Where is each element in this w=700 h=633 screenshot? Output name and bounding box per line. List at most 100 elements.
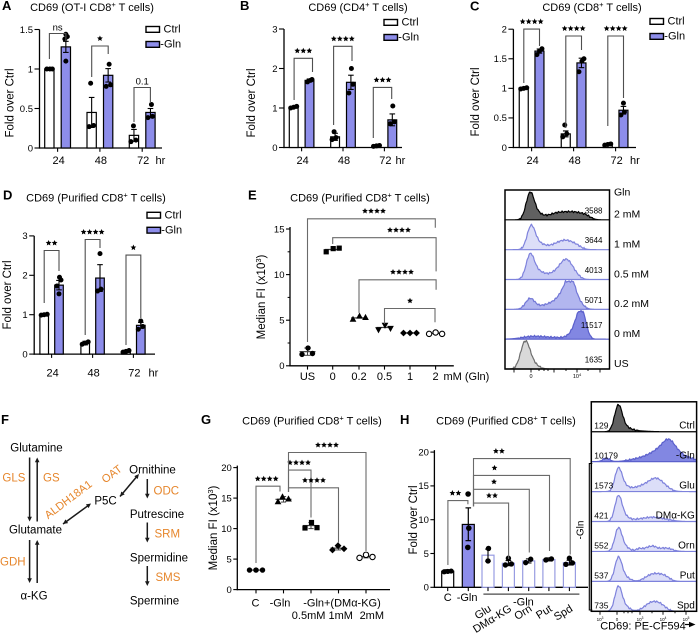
- svg-text:Put: Put: [680, 570, 695, 581]
- svg-text:α-KG: α-KG: [20, 591, 47, 603]
- svg-text:Ctrl: Ctrl: [402, 17, 419, 29]
- svg-text:1 mM: 1 mM: [614, 238, 640, 250]
- svg-text:24: 24: [296, 155, 308, 167]
- svg-text:15: 15: [221, 493, 232, 504]
- svg-text:CD69 (OT-I CD8+ T cells): CD69 (OT-I CD8+ T cells): [30, 0, 154, 14]
- svg-text:hr: hr: [149, 368, 159, 380]
- svg-text:1: 1: [502, 84, 507, 95]
- svg-text:129: 129: [594, 421, 608, 431]
- svg-text:CD69 (Purified CD8+ T cells): CD69 (Purified CD8+ T cells): [26, 191, 166, 205]
- svg-text:4013: 4013: [585, 266, 603, 275]
- svg-text:-Gln: -Gln: [457, 592, 478, 604]
- svg-text:1: 1: [28, 64, 33, 75]
- svg-text:20: 20: [221, 463, 232, 474]
- svg-text:105: 105: [683, 616, 690, 622]
- svg-text:SRM: SRM: [155, 529, 181, 541]
- svg-text:104: 104: [573, 372, 582, 380]
- svg-text:72: 72: [379, 155, 391, 167]
- svg-text:Glutamine: Glutamine: [10, 443, 62, 455]
- svg-text:C: C: [470, 0, 480, 13]
- svg-text:CD69: PE-CF594: CD69: PE-CF594: [600, 621, 686, 633]
- svg-text:0: 0: [330, 371, 336, 383]
- svg-text:2: 2: [272, 64, 277, 75]
- svg-text:CD69 (CD8+ T cells): CD69 (CD8+ T cells): [542, 0, 641, 14]
- svg-text:24: 24: [46, 368, 58, 380]
- svg-text:5: 5: [227, 554, 232, 565]
- svg-text:10: 10: [418, 515, 429, 526]
- svg-text:-Gln: -Gln: [513, 597, 534, 609]
- svg-text:C: C: [252, 598, 260, 610]
- svg-text:ODC: ODC: [154, 486, 180, 498]
- svg-text:2mM: 2mM: [360, 610, 384, 622]
- svg-text:0.5: 0.5: [377, 371, 392, 383]
- svg-text:24: 24: [52, 155, 64, 167]
- svg-text:15: 15: [418, 481, 429, 492]
- svg-text:72: 72: [137, 155, 149, 167]
- svg-text:DMα-KG: DMα-KG: [656, 511, 695, 522]
- svg-text:0.5: 0.5: [20, 104, 33, 115]
- svg-text:0.2: 0.2: [351, 371, 366, 383]
- svg-text:0: 0: [227, 585, 232, 596]
- svg-text:CD69 (Purified CD8+ T cells): CD69 (Purified CD8+ T cells): [290, 191, 430, 205]
- svg-text:G: G: [201, 412, 211, 427]
- svg-text:Spermidine: Spermidine: [130, 553, 188, 565]
- svg-text:Glutamate: Glutamate: [9, 525, 62, 537]
- svg-text:2: 2: [22, 271, 27, 282]
- svg-text:Gln: Gln: [614, 187, 631, 199]
- svg-text:1: 1: [22, 310, 27, 321]
- svg-text:-Gln: -Gln: [398, 32, 419, 44]
- svg-text:0: 0: [28, 143, 33, 154]
- svg-text:CD69 (Purified CD8+ T cells): CD69 (Purified CD8+ T cells): [436, 414, 576, 428]
- svg-text:CD69 (Purified CD8+ T cells): CD69 (Purified CD8+ T cells): [242, 414, 382, 428]
- svg-text:72: 72: [128, 368, 140, 380]
- svg-text:1mM: 1mM: [328, 610, 352, 622]
- svg-text:-Gln+(DMα-KG): -Gln+(DMα-KG): [303, 598, 381, 610]
- svg-text:1635: 1635: [585, 356, 603, 365]
- svg-text:-Gln: -Gln: [160, 39, 181, 51]
- svg-text:48: 48: [87, 368, 99, 380]
- svg-text:103: 103: [637, 616, 644, 622]
- svg-text:24: 24: [526, 155, 538, 167]
- svg-text:3588: 3588: [585, 206, 603, 215]
- svg-text:Fold over Ctrl: Fold over Ctrl: [408, 485, 420, 554]
- svg-text:0: 0: [22, 349, 27, 360]
- svg-text:hr: hr: [396, 155, 406, 167]
- svg-text:5071: 5071: [585, 296, 603, 305]
- svg-text:1: 1: [407, 371, 413, 383]
- svg-text:2: 2: [433, 371, 439, 383]
- svg-text:CD69 (CD4+ T cells): CD69 (CD4+ T cells): [308, 0, 407, 14]
- svg-text:SMS: SMS: [156, 572, 181, 584]
- svg-text:1573: 1573: [594, 481, 613, 491]
- svg-text:Fold over Ctrl: Fold over Ctrl: [470, 67, 482, 136]
- svg-text:1.5: 1.5: [20, 25, 33, 36]
- svg-text:0: 0: [279, 361, 284, 372]
- svg-text:5: 5: [424, 549, 429, 560]
- svg-text:5: 5: [279, 316, 284, 327]
- svg-text:20: 20: [418, 447, 429, 458]
- svg-text:48: 48: [95, 155, 107, 167]
- svg-text:C: C: [444, 592, 452, 604]
- svg-text:3: 3: [272, 24, 277, 35]
- svg-text:H: H: [400, 412, 409, 427]
- svg-text:0.5 mM: 0.5 mM: [614, 268, 649, 280]
- svg-text:10179: 10179: [594, 451, 618, 461]
- svg-text:GDH: GDH: [0, 557, 26, 569]
- svg-text:Fold over Ctrl: Fold over Ctrl: [2, 260, 14, 329]
- svg-text:0: 0: [424, 583, 429, 594]
- svg-text:Ctrl: Ctrl: [165, 209, 182, 221]
- svg-text:2: 2: [502, 25, 507, 36]
- svg-text:-Gln: -Gln: [161, 224, 182, 236]
- svg-text:D: D: [3, 188, 12, 203]
- svg-text:Fold over Ctrl: Fold over Ctrl: [5, 68, 17, 137]
- svg-text:-Gln: -Gln: [664, 31, 685, 43]
- svg-text:0 mM: 0 mM: [614, 328, 640, 340]
- svg-text:Fold over Ctrl: Fold over Ctrl: [246, 68, 258, 137]
- svg-text:Spd: Spd: [677, 600, 695, 611]
- svg-text:Spermine: Spermine: [130, 596, 179, 608]
- svg-text:0.2 mM: 0.2 mM: [614, 298, 649, 310]
- svg-text:72: 72: [610, 155, 622, 167]
- svg-text:GLS: GLS: [2, 473, 25, 485]
- svg-text:Median FI (x103): Median FI (x103): [254, 254, 268, 339]
- svg-text:B: B: [240, 0, 249, 13]
- svg-text:1.5: 1.5: [494, 54, 507, 65]
